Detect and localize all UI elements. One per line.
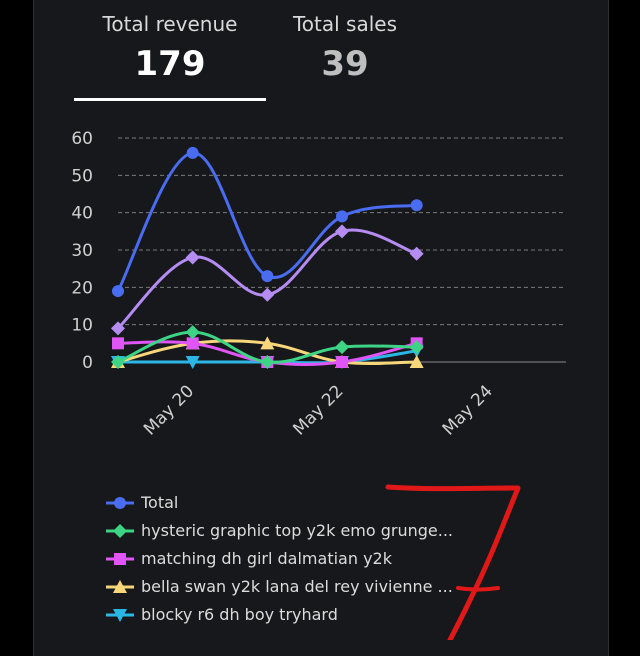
legend-marker-icon: [106, 609, 134, 622]
legend-marker-shape: [113, 609, 127, 622]
y-tick-label: 40: [71, 204, 93, 224]
tab-total-sales-label: Total sales: [292, 12, 398, 36]
data-point: [409, 355, 424, 368]
data-point: [112, 285, 124, 298]
tab-total-revenue[interactable]: Total revenue 179: [74, 12, 266, 84]
legend-label: hysteric graphic top y2k emo grunge...: [141, 521, 454, 540]
data-point: [336, 210, 348, 223]
data-point: [409, 340, 424, 355]
series-line: [116, 151, 417, 292]
data-point: [410, 199, 423, 212]
legend-marker-shape: [114, 553, 126, 565]
x-tick-label: May 20: [140, 381, 198, 439]
series-2: [111, 325, 424, 369]
legend-marker-icon: [106, 497, 134, 509]
legend-item[interactable]: matching dh girl dalmatian y2k: [106, 546, 526, 572]
data-point: [260, 336, 275, 350]
data-point: [186, 146, 199, 159]
active-tab-indicator: [74, 98, 266, 101]
legend-item[interactable]: bella swan y2k lana del rey vivienne ...: [106, 574, 526, 600]
data-point: [185, 356, 200, 369]
legend-label: blocky r6 dh boy tryhard: [141, 605, 338, 624]
chart-legend: Total hysteric graphic top y2k emo grunge…: [106, 490, 526, 630]
data-point: [260, 287, 275, 302]
y-tick-label: 10: [71, 316, 93, 336]
data-point: [111, 355, 125, 369]
legend-label: bella swan y2k lana del rey vivienne ...: [141, 577, 453, 596]
legend-item[interactable]: hysteric graphic top y2k emo grunge...: [106, 518, 526, 544]
y-tick-label: 30: [71, 241, 93, 261]
metric-tabs: Total revenue 179 Total sales 39: [33, 0, 640, 110]
legend-item[interactable]: Total: [106, 490, 526, 516]
legend-label: matching dh girl dalmatian y2k: [141, 549, 392, 568]
data-point: [185, 325, 200, 340]
legend-marker-shape: [113, 524, 127, 538]
data-point: [260, 355, 275, 369]
series-1: [111, 224, 424, 336]
legend-label: Total: [141, 493, 179, 512]
y-tick-label: 60: [71, 129, 93, 149]
y-tick-label: 0: [82, 353, 93, 373]
data-point: [335, 340, 349, 355]
data-point: [409, 246, 424, 261]
tab-total-sales-value: 39: [321, 44, 369, 84]
data-point: [335, 224, 349, 239]
line-chart: 0 10 20 30 40 50 60 May 20 May 22 May 24: [71, 129, 566, 440]
legend-marker-icon: [106, 553, 134, 565]
legend-marker-shape: [114, 497, 126, 509]
legend-marker-icon: [106, 524, 134, 538]
data-point: [112, 337, 124, 350]
legend-item[interactable]: blocky r6 dh boy tryhard: [106, 602, 526, 628]
legend-marker-icon: [106, 580, 134, 593]
data-point: [336, 356, 348, 368]
data-point: [261, 270, 274, 283]
legend-marker-shape: [113, 580, 127, 593]
tab-total-sales[interactable]: Total sales 39: [285, 12, 405, 84]
x-tick-label: May 22: [289, 381, 347, 439]
data-point: [186, 337, 199, 350]
tab-total-revenue-value: 179: [134, 44, 206, 84]
x-tick-label: May 24: [439, 381, 497, 439]
y-tick-label: 50: [71, 166, 93, 186]
data-point: [111, 321, 125, 336]
tab-total-revenue-label: Total revenue: [102, 12, 238, 36]
series-0: [112, 146, 423, 298]
data-point: [185, 250, 200, 265]
y-tick-label: 20: [71, 278, 93, 298]
